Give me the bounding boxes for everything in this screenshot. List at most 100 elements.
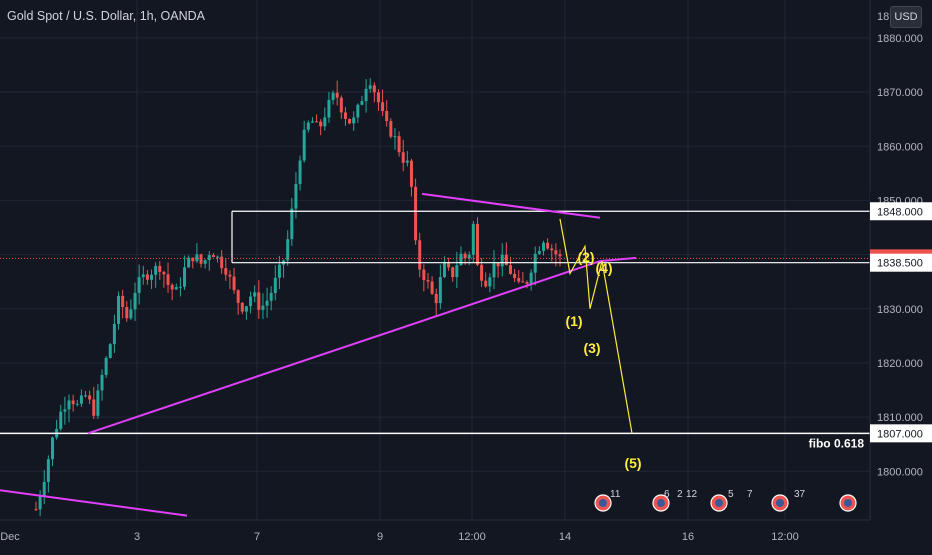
candle <box>63 396 67 425</box>
candle-body <box>492 263 496 278</box>
time-tick-label: 3 <box>134 531 140 543</box>
candle <box>500 243 504 277</box>
candle <box>422 264 426 292</box>
candle <box>59 404 63 432</box>
candle <box>174 283 178 290</box>
candle <box>79 389 83 407</box>
event-badge[interactable] <box>652 494 670 512</box>
trendline <box>0 489 188 517</box>
candle <box>207 251 211 271</box>
candle-body <box>550 248 554 251</box>
flag-icon-center <box>657 499 665 507</box>
candle-body <box>195 254 199 262</box>
candle <box>434 288 438 316</box>
price-tick-label: 1870.000 <box>877 87 923 99</box>
candle <box>517 270 521 284</box>
candle-body <box>343 112 347 119</box>
candle <box>150 269 154 290</box>
candle <box>525 280 529 289</box>
candle-body <box>517 278 521 282</box>
candle-body <box>117 295 121 324</box>
candle-body <box>125 307 129 319</box>
event-badge[interactable] <box>771 494 789 512</box>
candle-body <box>335 92 339 98</box>
event-count: 37 <box>794 489 806 500</box>
candle-body <box>339 97 343 113</box>
candle-body <box>500 254 504 267</box>
candle-body <box>42 481 46 497</box>
candle-body <box>34 509 38 511</box>
event-count: 5 <box>728 489 734 500</box>
candle-body <box>418 240 422 270</box>
candle-body <box>496 263 500 267</box>
candle-body <box>261 305 265 310</box>
candle <box>265 287 269 318</box>
candle <box>253 285 257 303</box>
time-tick-label: 7 <box>254 531 260 543</box>
level-tag: 1838.500 <box>877 258 923 270</box>
candle-body <box>558 254 562 257</box>
candle-body <box>401 152 405 163</box>
candle-body <box>385 111 389 122</box>
wave-label: (5) <box>624 455 641 471</box>
economic-events: 11 6 2 12 5 7 37 <box>594 489 857 512</box>
candle-body <box>240 302 244 312</box>
candle-body <box>414 186 418 241</box>
trendline <box>421 192 601 219</box>
elliott-wave: (1) (2) (3) (4) (5) <box>559 218 642 471</box>
candle-body <box>480 264 484 281</box>
candle <box>335 80 339 106</box>
candle <box>302 120 306 163</box>
candle-body <box>137 277 141 293</box>
candle-body <box>290 208 294 240</box>
candle <box>236 289 240 315</box>
candle-body <box>211 255 215 258</box>
time-tick-label: 14 <box>559 531 571 543</box>
candle-body <box>75 403 79 405</box>
event-badge[interactable] <box>710 494 728 512</box>
candle <box>315 114 319 123</box>
candle <box>261 293 265 320</box>
candle <box>541 240 545 256</box>
candle-body <box>269 292 273 301</box>
candle-body <box>426 280 430 282</box>
candle-body <box>372 85 376 93</box>
candle-body <box>232 276 236 291</box>
candle <box>92 386 96 420</box>
price-tick-label: 1860.000 <box>877 141 923 153</box>
candle <box>339 95 343 119</box>
candle-body <box>129 309 133 319</box>
candle <box>376 89 380 111</box>
candle-body <box>249 296 253 307</box>
price-tick-label: 1800.000 <box>877 466 923 478</box>
event-badge[interactable] <box>839 494 857 512</box>
candle-body <box>529 272 533 284</box>
candle-body <box>546 242 550 249</box>
candle <box>129 299 133 321</box>
chart-grid <box>0 0 870 520</box>
candle <box>199 253 203 268</box>
candle <box>389 118 393 139</box>
candle-body <box>92 399 96 416</box>
candle <box>220 250 224 274</box>
candle <box>187 255 191 268</box>
currency-button[interactable]: USD <box>890 6 922 28</box>
candle-body <box>228 274 232 277</box>
candle-body <box>178 286 182 288</box>
event-badge[interactable] <box>594 494 612 512</box>
candle-body <box>447 262 451 268</box>
candle-body <box>257 292 261 310</box>
candle-body <box>191 257 195 262</box>
candle-body <box>203 260 207 264</box>
candle-body <box>174 287 178 290</box>
candle <box>438 264 442 310</box>
trendline-extension <box>599 256 637 263</box>
candle-body <box>368 85 372 89</box>
candle-body <box>273 277 277 293</box>
candle-body <box>463 253 467 259</box>
candle-body <box>451 267 455 278</box>
candle-body <box>364 88 368 102</box>
candle-body <box>150 274 154 280</box>
